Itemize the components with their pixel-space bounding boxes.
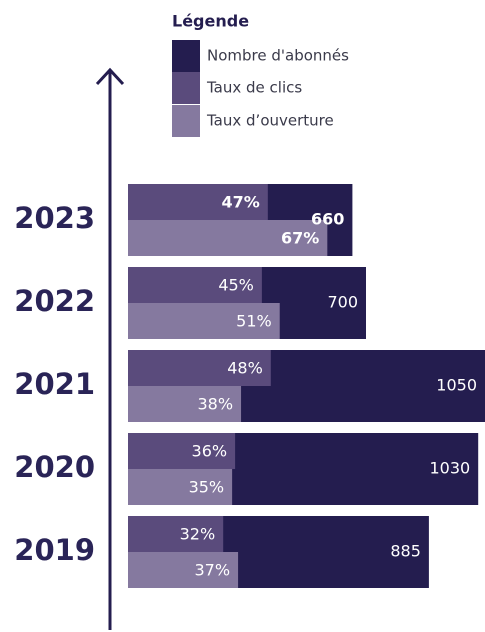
subscriber-label: 660 <box>311 210 344 229</box>
subscriber-label: 1030 <box>429 459 470 478</box>
subscriber-label: 885 <box>390 542 421 561</box>
rate-bar <box>128 386 242 422</box>
rate-label: 32% <box>180 525 216 544</box>
rate-bar <box>128 220 328 256</box>
legend-swatch <box>172 72 200 104</box>
rate-label: 37% <box>195 561 231 580</box>
year-label: 2022 <box>14 284 95 318</box>
year-label: 2019 <box>14 533 95 567</box>
rate-bar <box>128 552 239 588</box>
legend-swatch <box>172 40 200 72</box>
rate-bar <box>128 350 271 386</box>
rate-label: 51% <box>236 312 272 331</box>
rate-label: 38% <box>197 395 233 414</box>
subscriber-label: 700 <box>327 293 358 312</box>
rate-bar <box>128 303 280 339</box>
year-label: 2023 <box>14 201 95 235</box>
rate-label: 47% <box>222 193 260 212</box>
rate-bar <box>128 267 262 303</box>
rate-label: 36% <box>192 442 228 461</box>
rate-label: 48% <box>227 359 263 378</box>
rate-label: 35% <box>189 478 225 497</box>
legend-label: Nombre d'abonnés <box>207 47 349 65</box>
rate-label: 45% <box>218 276 254 295</box>
rate-bar <box>128 469 233 505</box>
rate-bar <box>128 516 224 552</box>
arrow-head <box>95 67 125 86</box>
year-label: 2021 <box>14 367 95 401</box>
rate-label: 67% <box>281 229 319 248</box>
legend-title: Légende <box>172 12 249 31</box>
subscriber-label: 1050 <box>436 376 477 395</box>
legend-label: Taux de clics <box>206 79 302 97</box>
rate-bar <box>128 433 236 469</box>
rate-bar <box>128 184 268 220</box>
legend-swatch <box>172 105 200 137</box>
year-label: 2020 <box>14 450 95 484</box>
legend-label: Taux d’ouverture <box>206 112 334 130</box>
